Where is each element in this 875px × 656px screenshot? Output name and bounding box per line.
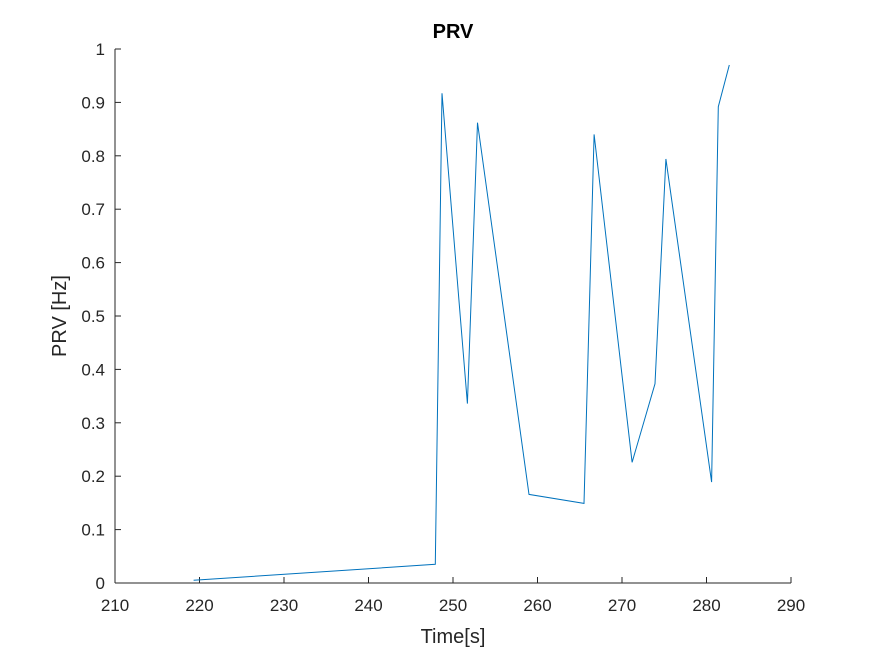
prv-data-point — [467, 403, 468, 404]
y-tick-label: 0.7 — [81, 200, 105, 219]
prv-data-point — [477, 122, 478, 123]
prv-data-point — [632, 462, 633, 463]
y-tick-label: 0.9 — [81, 93, 105, 112]
prv-data-point — [665, 158, 666, 159]
prv-data-point — [718, 106, 719, 107]
chart-title: PRV — [433, 21, 474, 43]
x-tick-label: 220 — [185, 596, 213, 615]
prv-data-point — [193, 580, 194, 581]
prv-data-point — [435, 564, 436, 565]
y-tick-label: 0.2 — [81, 467, 105, 486]
plot-area — [193, 64, 730, 581]
y-tick-label: 0.3 — [81, 414, 105, 433]
x-tick-label: 240 — [354, 596, 382, 615]
prv-data-point — [583, 503, 584, 504]
y-tick-label: 0 — [96, 574, 105, 593]
y-tick-label: 0.1 — [81, 521, 105, 540]
x-tick-label: 250 — [439, 596, 467, 615]
prv-data-point — [654, 383, 655, 384]
x-tick-label: 290 — [777, 596, 805, 615]
prv-data-point — [729, 64, 730, 65]
x-tick-label: 210 — [101, 596, 129, 615]
prv-data-point — [441, 93, 442, 94]
y-axis: 0 0.1 0.2 0.3 0.4 0.5 0.6 0.7 0.8 0.9 1 — [81, 40, 121, 593]
x-tick-label: 280 — [692, 596, 720, 615]
y-tick-label: 1 — [96, 40, 105, 59]
prv-data-point — [594, 134, 595, 135]
y-tick-label: 0.6 — [81, 254, 105, 273]
prv-data-point — [528, 494, 529, 495]
prv-series-line — [193, 64, 730, 581]
prv-data-point — [711, 482, 712, 483]
y-tick-label: 0.4 — [81, 360, 105, 379]
y-axis-label: PRV [Hz] — [49, 275, 71, 357]
x-tick-label: 270 — [608, 596, 636, 615]
y-tick-label: 0.5 — [81, 307, 105, 326]
x-tick-label: 260 — [523, 596, 551, 615]
x-tick-label: 230 — [270, 596, 298, 615]
x-axis-label: Time[s] — [421, 626, 486, 648]
y-tick-label: 0.8 — [81, 147, 105, 166]
x-axis: 210 220 230 240 250 260 270 280 290 — [101, 577, 805, 615]
